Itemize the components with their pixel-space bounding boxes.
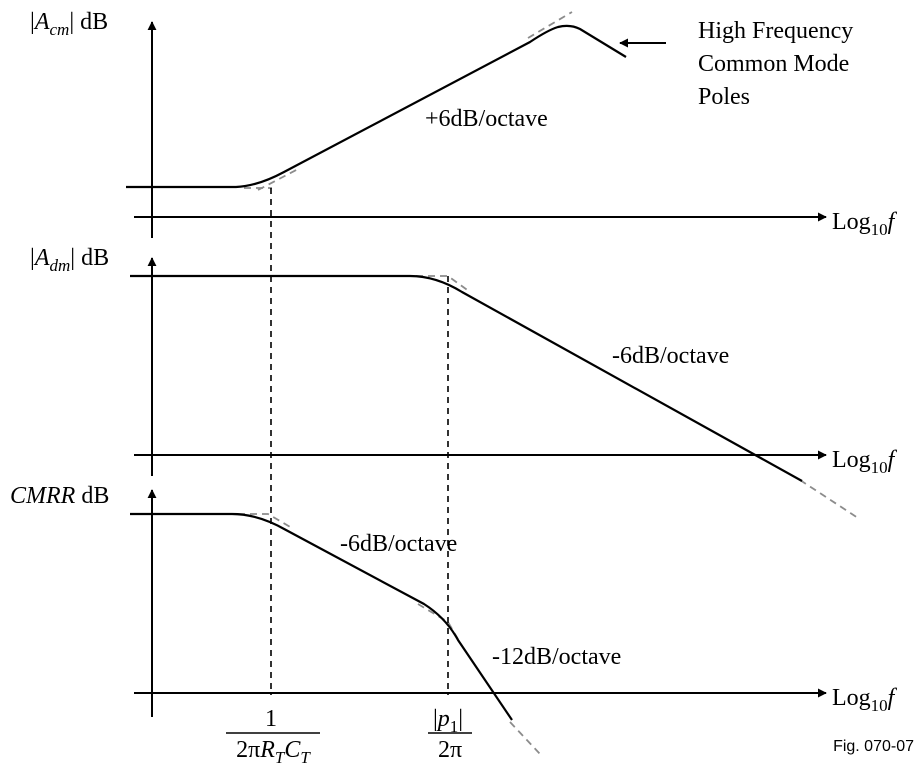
cmrr-plot: CMRR dB Log10f -6dB/octave -12dB/octave — [10, 483, 898, 755]
adm-asymptote-tail — [799, 479, 859, 519]
cmrr-asymptote-corner-1 — [238, 513, 293, 529]
adm-x-label: Log10f — [832, 447, 898, 477]
cmrr-slope-1-label: -6dB/octave — [340, 531, 457, 557]
poles-annotation-line-2: Common Mode — [698, 51, 849, 77]
cmrr-slope-2-label: -12dB/octave — [492, 644, 621, 670]
acm-slope-label: +6dB/octave — [425, 106, 548, 132]
acm-plot: |Acm| dB Log10f +6dB/octave High Frequen… — [30, 9, 898, 239]
marker-left-numerator: 1 — [265, 706, 277, 732]
adm-plot: |Adm| dB Log10f -6dB/octave — [30, 245, 898, 519]
cmrr-y-label: CMRR dB — [10, 483, 109, 509]
adm-y-label: |Adm| dB — [30, 245, 109, 275]
marker-right-fraction: |p1| 2π — [428, 706, 472, 763]
poles-annotation-line-3: Poles — [698, 84, 750, 110]
marker-right-numerator: |p1| — [433, 706, 463, 736]
adm-asymptote-corner — [416, 275, 471, 293]
adm-response-curve — [130, 274, 803, 482]
acm-x-label: Log10f — [832, 209, 898, 239]
cmrr-response-curve — [130, 512, 513, 721]
cmrr-asymptote-tail — [509, 721, 541, 755]
acm-y-label: |Acm| dB — [30, 9, 108, 39]
acm-asymptote-rise — [257, 167, 301, 191]
marker-left-denominator: 2πRTCT — [236, 737, 311, 764]
cmrr-x-label: Log10f — [832, 685, 898, 715]
marker-left-fraction: 1 2πRTCT — [226, 706, 320, 764]
poles-annotation-line-1: High Frequency — [698, 18, 853, 44]
acm-response-curve — [126, 24, 627, 189]
acm-asymptote-peak — [527, 11, 573, 39]
figure-label: Fig. 070-07 — [833, 738, 914, 755]
adm-slope-label: -6dB/octave — [612, 343, 729, 369]
marker-right-denominator: 2π — [438, 737, 462, 763]
cmrr-asymptote-corner-2 — [417, 603, 463, 647]
